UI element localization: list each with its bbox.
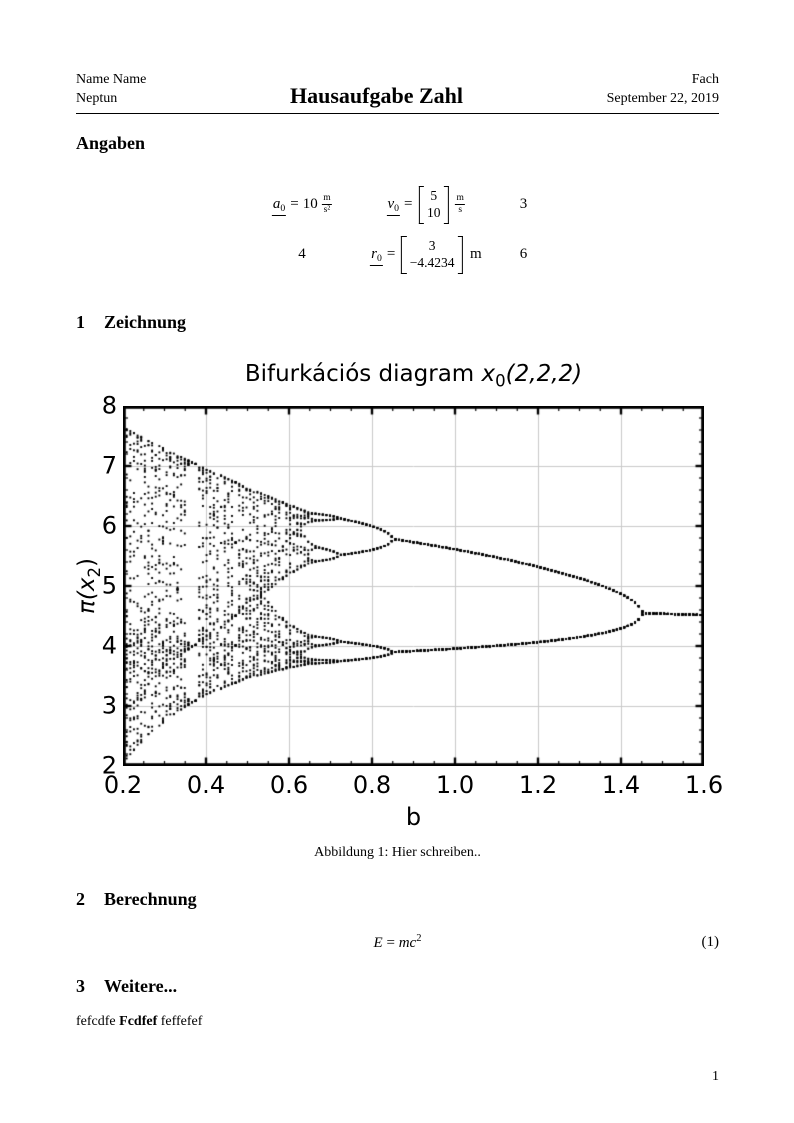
x-tick-label: 0.8 [352,771,392,799]
vector-symbol-v0: v0 [386,197,401,217]
y-tick-label: 8 [101,391,117,420]
section-3-heading: 3 Weitere... [76,976,178,996]
page-header: Name Name Neptun Hausaufgabe Zahl Fach S… [76,70,719,114]
y-tick-label: 4 [101,631,117,660]
x-tick-label: 1.2 [518,771,558,799]
x-tick-label: 1.4 [601,771,641,799]
y-tick-label: 3 [101,691,117,720]
angaben-heading: Angaben [76,133,146,153]
author-name: Name Name [76,72,147,87]
vector-symbol-r0: r0 [370,247,383,267]
equation-row: E = mc2 (1) [76,933,719,952]
given-r0: r0 = 3 −4.4234 m [370,235,482,274]
givens-math-block: a0 = 10 m s² v0 = 5 10 m s 3 4 r0 = 3 −4.4234 m 6 [271,186,528,274]
x-tick-label: 0.4 [186,771,226,799]
x-axis-label: b [405,803,422,831]
author-id: Neptun [76,91,118,107]
equation-number: (1) [701,934,720,950]
y-tick-label: 7 [101,451,117,480]
left-bracket [401,235,407,274]
document-date: September 22, 2019 [606,91,719,107]
y-tick-label: 2 [101,751,117,780]
course-name: Fach [691,72,719,87]
body-paragraph: fefcdfe Fcdfef feffefef [76,1014,203,1029]
given-value-6: 6 [519,246,528,263]
vector-symbol-a0: a0 [271,197,287,217]
given-value-4: 4 [298,246,306,263]
x-tick-label: 0.2 [103,771,143,799]
x-tick-label: 1.0 [435,771,475,799]
bifurcation-plot [123,406,704,766]
given-value-3: 3 [519,196,528,213]
x-tick-label: 0.6 [269,771,309,799]
y-tick-label: 5 [101,571,117,600]
given-a0: a0 = 10 m s² [271,193,333,217]
section-1-heading: 1 Zeichnung [76,312,187,332]
equation-emc2: E = mc2 [373,933,422,951]
figure-caption: Abbildung 1: Hier schreiben.. [314,845,481,860]
right-bracket [443,186,449,224]
header-right: Fach September 22, 2019 [607,70,719,109]
chart-title: Bifurkációs diagram x0(2,2,2) [244,361,583,391]
x-tick-label: 1.6 [684,771,724,799]
section-2-heading: 2 Berechnung [76,889,197,909]
given-v0: v0 = 5 10 m s [386,186,466,224]
page-number: 1 [712,1069,719,1084]
left-bracket [418,186,424,224]
column-vector-v0: 5 10 [418,186,449,224]
column-vector-r0: 3 −4.4234 [401,235,464,274]
document-title: Hausaufgabe Zahl [289,82,463,108]
y-axis-label: π(x2) [74,558,104,614]
y-tick-label: 6 [101,511,117,540]
unit-fraction-a0: m s² [321,193,333,216]
right-bracket [457,235,464,274]
header-left: Name Name Neptun [76,70,146,109]
